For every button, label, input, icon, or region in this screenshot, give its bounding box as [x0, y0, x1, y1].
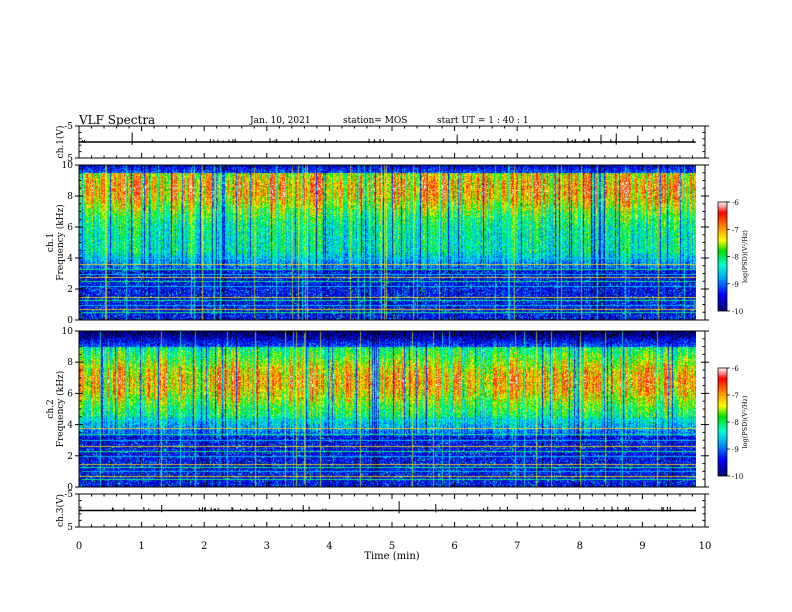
ch1_spec-spectrogram-image: [79, 165, 696, 320]
xaxis-tick-label: 7: [514, 541, 520, 552]
xaxis-tick-label: 9: [639, 541, 645, 552]
ch2_spec-colorbar-label: log(PSD)(V²/Hz): [741, 395, 749, 448]
ch1_spec-ytick-label: 4: [67, 254, 73, 264]
date-label: Jan. 10, 2021: [250, 116, 311, 126]
ch1_wave-ytick-label: -5: [64, 122, 73, 132]
ch2_spec-colorbar-tick-label: -9: [732, 446, 739, 454]
ch2_spec-ytick-label: 8: [67, 358, 73, 368]
ch1_spec-colorbar-tick-label: -8: [732, 254, 739, 262]
xaxis-tick-label: 4: [326, 541, 332, 552]
xaxis-tick-label: 2: [201, 541, 207, 552]
ch1_spec-ytick-label: 2: [67, 285, 73, 295]
ch2_spec-ytick-label: 6: [67, 389, 73, 399]
xaxis-title: Time (min): [364, 551, 419, 562]
ch1_spec-colorbar-tick-label: -7: [732, 226, 739, 234]
ch3_wave-ylabel: ch.3(V): [55, 494, 66, 527]
ch2_spec-spectrogram-image: [79, 331, 696, 487]
ch2_spec-ytick-label: 10: [62, 327, 74, 337]
ch1_spec-colorbar-tick-label: -10: [732, 308, 743, 316]
ch3_wave-ytick-label: 5: [67, 523, 73, 533]
ch1_spec-ylabel: ch.1: [46, 233, 56, 252]
ch1_spec-colorbar: [717, 201, 728, 312]
ch1_spec-ylabel: Frequency (kHz): [55, 204, 66, 281]
xaxis-tick-label: 10: [699, 541, 712, 552]
ch3_wave-ytick-label: -5: [64, 490, 73, 500]
spectrogram-layer: [79, 165, 696, 487]
station-label: station= MOS: [343, 116, 408, 126]
chart-title: VLF Spectra: [79, 113, 156, 127]
ch2_spec-colorbar-tick-label: -10: [732, 473, 743, 481]
ch2_spec-colorbar-tick-label: -6: [732, 365, 739, 373]
xaxis-tick-label: 1: [138, 541, 144, 552]
xaxis-tick-label: 8: [577, 541, 583, 552]
ch2_spec-ytick-label: 0: [67, 483, 73, 493]
xaxis-tick-label: 3: [264, 541, 270, 552]
ch1_spec-colorbar-label: log(PSD)(V²/Hz): [741, 230, 749, 283]
ch1_spec-ytick-label: 6: [67, 223, 73, 233]
ch1_spec-ytick-label: 0: [67, 316, 73, 326]
ch2_spec-ytick-label: 4: [67, 421, 73, 431]
xaxis-tick-label: 6: [451, 541, 457, 552]
ch2_spec-ylabel: ch.2: [46, 399, 56, 418]
ch2_spec-colorbar-tick-label: -7: [732, 392, 739, 400]
ch1_spec-colorbar-tick-label: -6: [732, 199, 739, 207]
xaxis-tick-label: 0: [76, 541, 82, 552]
ch1_wave-ytick-label: 5: [67, 154, 73, 164]
start-time-label: start UT = 1 : 40 : 1: [437, 116, 529, 126]
ch1_spec-ytick-label: 10: [62, 161, 74, 171]
ch2_spec-ytick-label: 2: [67, 452, 73, 462]
ch2_spec-colorbar-tick-label: -8: [732, 419, 739, 427]
ch1_wave-ylabel: ch.1(V): [55, 126, 66, 159]
ch2_spec-ylabel: Frequency (kHz): [55, 371, 66, 448]
ch1_spec-colorbar-tick-label: -9: [732, 281, 739, 289]
ch1_spec-ytick-label: 8: [67, 192, 73, 202]
ch2_spec-colorbar: [717, 367, 728, 477]
xaxis-tick-label: 5: [389, 541, 395, 552]
